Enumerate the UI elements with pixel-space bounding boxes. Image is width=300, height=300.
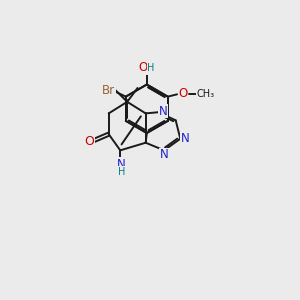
Text: N: N (160, 148, 169, 161)
Text: O: O (84, 135, 94, 148)
Text: N: N (117, 158, 126, 171)
Text: H: H (147, 63, 155, 73)
Text: Br: Br (102, 84, 115, 97)
Text: N: N (159, 105, 168, 118)
Text: H: H (118, 167, 125, 177)
Text: N: N (181, 132, 190, 145)
Text: O: O (138, 61, 147, 74)
Text: CH₃: CH₃ (197, 89, 215, 99)
Text: O: O (178, 87, 188, 101)
